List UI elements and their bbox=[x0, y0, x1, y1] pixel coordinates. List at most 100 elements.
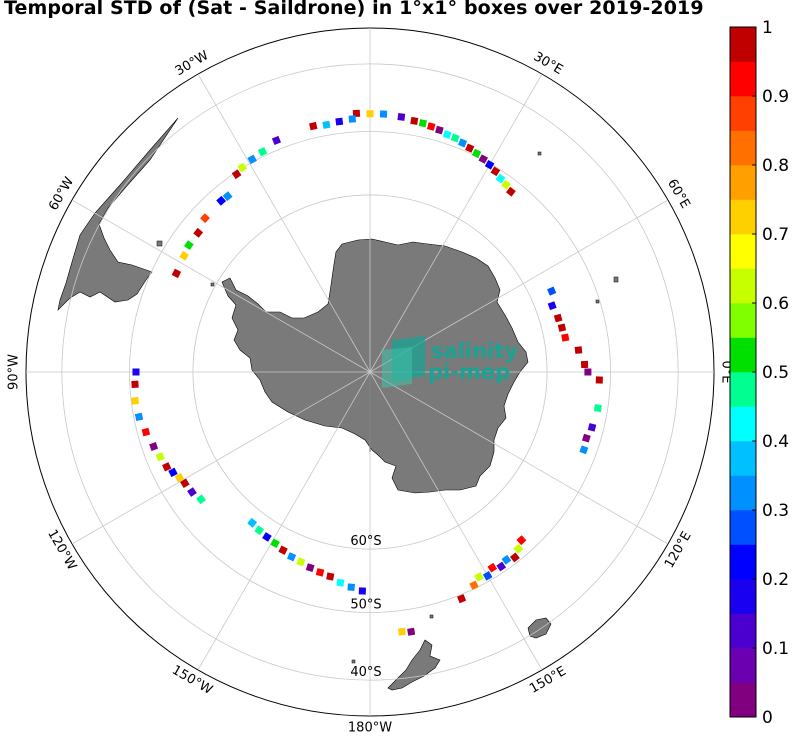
colorbar-segment bbox=[730, 613, 756, 649]
data-cell bbox=[557, 323, 567, 332]
data-cell bbox=[171, 268, 182, 279]
longitude-label: 90°W bbox=[7, 354, 22, 390]
data-cell bbox=[418, 119, 428, 128]
colorbar-segment bbox=[730, 337, 756, 373]
watermark-line2: pi-mep bbox=[428, 360, 510, 384]
colorbar-segment bbox=[730, 648, 756, 683]
data-cell bbox=[574, 346, 583, 354]
data-cell bbox=[237, 162, 248, 173]
data-cell bbox=[347, 583, 355, 591]
colorbar-tick-label: 0.2 bbox=[762, 570, 789, 590]
data-cell bbox=[547, 286, 557, 296]
colorbar-segment bbox=[730, 61, 756, 97]
data-cell bbox=[482, 571, 493, 581]
data-cell bbox=[168, 467, 178, 478]
island bbox=[595, 299, 600, 304]
antarctica-landmass bbox=[221, 238, 529, 494]
colorbar-segment bbox=[730, 199, 756, 235]
data-cell bbox=[495, 173, 506, 184]
data-cell bbox=[484, 160, 495, 170]
data-cell bbox=[505, 186, 516, 197]
island bbox=[210, 282, 215, 287]
island bbox=[156, 240, 163, 247]
colorbar bbox=[730, 27, 756, 718]
colorbar-segment bbox=[730, 475, 756, 511]
data-cell bbox=[254, 525, 265, 536]
data-cell bbox=[581, 433, 591, 443]
data-cell bbox=[587, 423, 597, 432]
latitude-label: 40°S bbox=[350, 665, 381, 680]
meridian-line bbox=[71, 199, 371, 373]
data-cell bbox=[487, 562, 498, 573]
data-cell bbox=[352, 109, 361, 118]
latitude-label: 60°S bbox=[350, 534, 381, 549]
data-cell bbox=[296, 557, 306, 567]
data-cell bbox=[490, 166, 501, 177]
data-cell bbox=[132, 368, 140, 376]
colorbar-tick-label: 0.8 bbox=[762, 156, 789, 176]
colorbar-segment bbox=[730, 130, 756, 166]
australia-edge bbox=[595, 649, 714, 716]
data-cell bbox=[595, 376, 603, 384]
latitude-labels: 60°S 50°S 40°S bbox=[350, 534, 381, 680]
data-cell bbox=[200, 213, 210, 224]
data-cell bbox=[457, 138, 468, 148]
colorbar-tick-label: 0.4 bbox=[762, 432, 789, 452]
data-cell bbox=[561, 333, 570, 342]
colorbar-labels: 1 0.9 0.8 0.7 0.6 0.5 0.4 0.3 0.2 0.1 0 bbox=[752, 18, 789, 728]
meridian-line bbox=[369, 371, 669, 545]
colorbar-segment bbox=[730, 268, 756, 304]
data-cell bbox=[247, 154, 257, 165]
data-cell bbox=[336, 578, 345, 587]
data-cell bbox=[426, 122, 436, 131]
colorbar-segment bbox=[730, 372, 756, 407]
watermark-logo-shade bbox=[382, 347, 412, 388]
map-title: Temporal STD of (Sat - Saildrone) in 1°x… bbox=[4, 0, 704, 19]
colorbar-tick-label: 0.6 bbox=[762, 294, 789, 314]
data-cell bbox=[457, 594, 467, 604]
colorbar-tick-label: 0.5 bbox=[762, 363, 789, 383]
colorbar-tick-label: 0.1 bbox=[762, 639, 789, 659]
data-cell bbox=[553, 313, 563, 323]
longitude-label: 180°W bbox=[348, 721, 392, 736]
data-cell bbox=[326, 572, 335, 581]
data-cells bbox=[131, 109, 603, 636]
island bbox=[613, 276, 619, 283]
colorbar-tick-label: 1 bbox=[762, 18, 773, 38]
data-cell bbox=[335, 117, 344, 126]
data-cell bbox=[286, 552, 297, 562]
data-cell bbox=[231, 169, 242, 180]
data-cell bbox=[469, 580, 479, 590]
data-cell bbox=[584, 368, 592, 376]
colorbar-segment bbox=[730, 406, 756, 442]
data-cell bbox=[366, 110, 374, 118]
data-cell bbox=[222, 191, 233, 202]
data-cell bbox=[410, 116, 419, 125]
meridian-line bbox=[71, 371, 371, 545]
data-cell bbox=[397, 113, 406, 121]
watermark-line1: salinity bbox=[431, 339, 518, 363]
data-cell bbox=[379, 110, 388, 118]
data-cell bbox=[216, 195, 227, 206]
latitude-label: 50°S bbox=[350, 598, 381, 613]
colorbar-tick-label: 0 bbox=[762, 708, 773, 728]
data-cell bbox=[257, 147, 268, 157]
island bbox=[537, 151, 542, 156]
graticule bbox=[26, 28, 714, 716]
data-cell bbox=[513, 543, 524, 554]
data-cell bbox=[187, 487, 197, 497]
colorbar-segment bbox=[730, 96, 756, 131]
data-cell bbox=[322, 120, 331, 129]
colorbar-segment bbox=[730, 682, 756, 718]
data-cell bbox=[471, 148, 482, 159]
data-cell bbox=[478, 154, 488, 164]
colorbar-segment bbox=[730, 165, 756, 200]
colorbar-segment bbox=[730, 234, 756, 269]
colorbar-tick-label: 0.7 bbox=[762, 225, 789, 245]
colorbar-segment bbox=[730, 441, 756, 476]
colorbar-tick-label: 0.9 bbox=[762, 87, 789, 107]
data-cell bbox=[134, 412, 144, 422]
data-cell bbox=[516, 535, 527, 546]
data-cell bbox=[465, 143, 475, 153]
